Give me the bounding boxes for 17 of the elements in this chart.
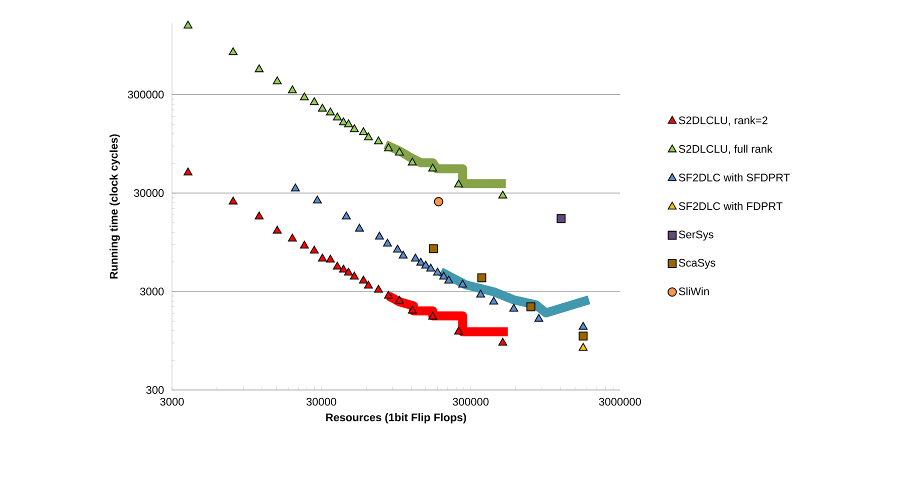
x-tick-label: 3000000: [599, 398, 641, 406]
legend-label: SerSys: [678, 230, 714, 241]
x-axis-title: Resources (1bit Flip Flops): [326, 413, 466, 424]
x-tick-label: 3000: [160, 398, 184, 406]
legend-label: ScaSys: [678, 258, 716, 269]
legend-label: SliWin: [678, 287, 709, 296]
y-axis-title: Running time (clock cycles): [110, 134, 120, 278]
legend-label: S2DLCLU, rank=2: [678, 116, 768, 126]
x-tick-label: 300000: [452, 398, 489, 406]
y-tick-label: 300000: [128, 90, 164, 98]
legend-label: SF2DLC with SFDPRT: [678, 173, 790, 182]
y-tick-label: 300: [146, 386, 164, 394]
y-tick-label: 3000: [140, 288, 164, 296]
y-tick-label: 30000: [134, 189, 164, 197]
x-tick-label: 30000: [306, 398, 336, 406]
legend-label: SF2DLC with FDPRT: [678, 202, 782, 210]
legend-label: S2DLCLU, full rank: [678, 144, 773, 154]
